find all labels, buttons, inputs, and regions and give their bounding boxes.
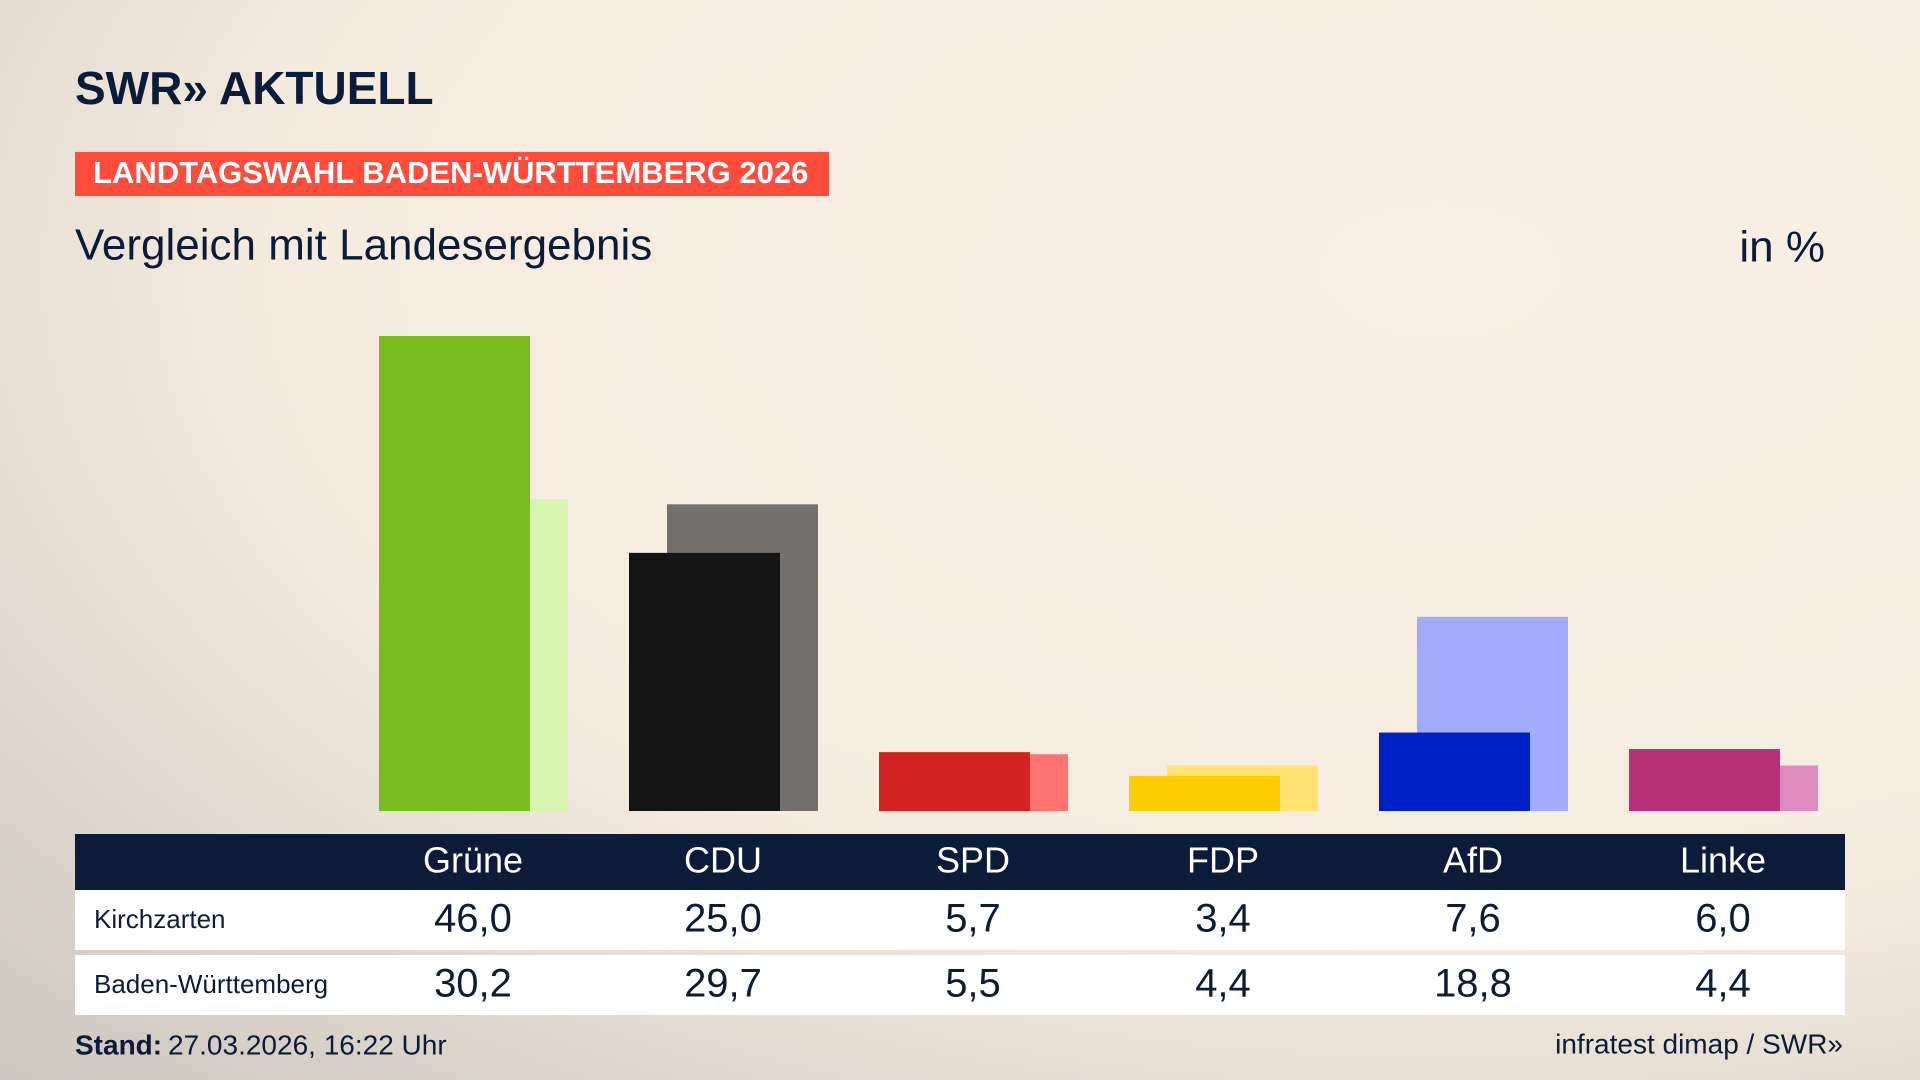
stand-value: 27.03.2026, 16:22 Uhr — [168, 1029, 447, 1060]
source: infratest dimap / SWR» — [1555, 1028, 1843, 1059]
value-label: 3,4 — [1195, 897, 1251, 941]
column-header: Linke — [1680, 840, 1766, 881]
banner-bg — [75, 152, 829, 196]
value-label: 18,8 — [1434, 962, 1512, 1006]
column-header: AfD — [1443, 840, 1503, 881]
column-header: SPD — [936, 840, 1010, 881]
table-row — [75, 955, 1845, 1015]
value-label: 5,7 — [945, 897, 1001, 941]
bar — [379, 336, 530, 811]
bar — [1129, 775, 1280, 811]
bar — [879, 752, 1030, 811]
bar — [1629, 749, 1780, 811]
bar — [629, 552, 780, 811]
value-label: 4,4 — [1695, 962, 1751, 1006]
value-label: 7,6 — [1445, 897, 1501, 941]
row-label: Baden-Württemberg — [94, 969, 328, 999]
logo: SWR» AKTUELL — [75, 62, 434, 114]
column-header: FDP — [1187, 840, 1259, 881]
row-label: Kirchzarten — [94, 904, 226, 934]
column-header: Grüne — [423, 840, 523, 881]
value-label: 6,0 — [1695, 897, 1751, 941]
table-header — [75, 834, 1845, 890]
value-label: 29,7 — [684, 962, 762, 1006]
bar — [1379, 732, 1530, 811]
value-label: 25,0 — [684, 897, 762, 941]
table-row — [75, 890, 1845, 950]
chart-title: Vergleich mit Landesergebnis — [75, 221, 652, 270]
column-header: CDU — [684, 840, 762, 881]
value-label: 46,0 — [434, 897, 512, 941]
value-label: 4,4 — [1195, 962, 1251, 1006]
banner: LANDTAGSWAHL BADEN-WÜRTTEMBERG 2026 — [93, 155, 808, 190]
stand-label: Stand: — [75, 1029, 162, 1060]
unit: in % — [1739, 223, 1825, 272]
value-label: 30,2 — [434, 962, 512, 1006]
value-label: 5,5 — [945, 962, 1001, 1006]
